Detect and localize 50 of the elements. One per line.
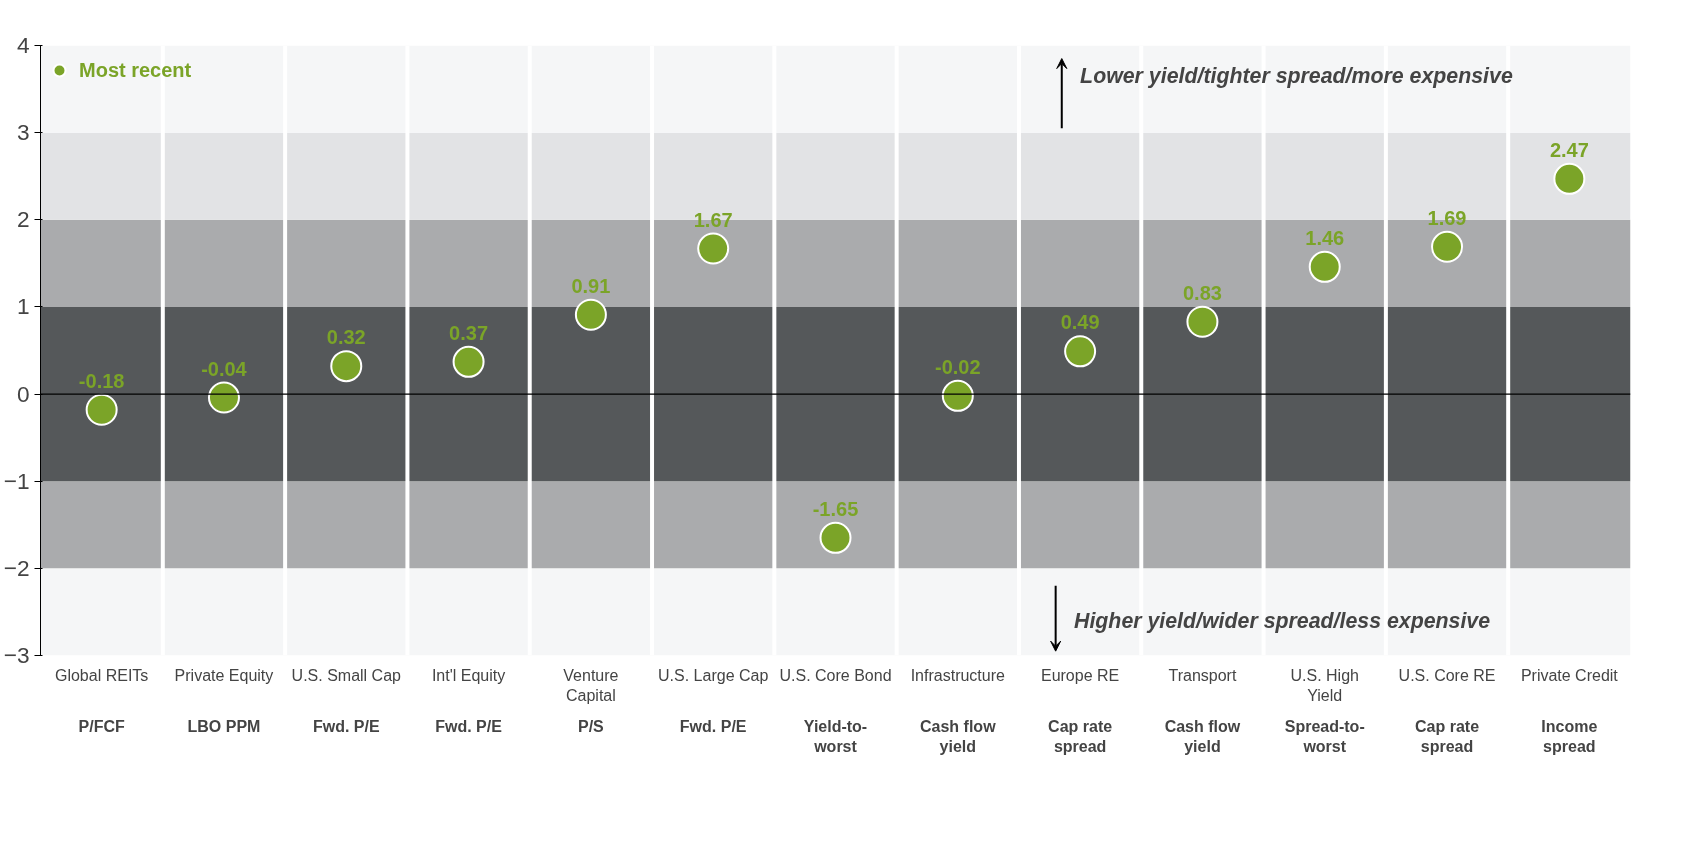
text: Yield-to-worst [803, 717, 868, 755]
text: P/FCF [78, 717, 125, 735]
text: Cap rate spread [1415, 717, 1480, 755]
annotation: Lower yield/tighter spread/more expensive [1080, 64, 1513, 88]
data-label: -1.65 [812, 497, 859, 520]
data-label: -0.04 [201, 357, 248, 380]
y-tick-label: 2 [16, 206, 30, 233]
data-label: 1.46 [1305, 226, 1345, 249]
x-tick-label: Global REITs [54, 666, 149, 684]
text: Income spread [1541, 717, 1598, 755]
text: Cash flow yield [920, 717, 997, 755]
text: Fwd. P/E [312, 717, 380, 735]
data-label: 0.32 [326, 326, 366, 349]
data-label: 0.83 [1182, 281, 1222, 304]
x-tick-label: Int'l Equity [431, 666, 506, 684]
annotation: Higher yield/wider spread/less expensive [1074, 608, 1491, 633]
text: Fwd. P/E [679, 717, 747, 735]
x-tick-label: Infrastructure [910, 666, 1006, 684]
data-label: -0.02 [935, 355, 981, 378]
y-tick-label: 0 [16, 380, 30, 407]
x-tick-label: Transport [1168, 666, 1237, 684]
text: P/S [577, 717, 605, 735]
y-tick-label: 1 [16, 293, 30, 320]
data-label: 0.49 [1060, 311, 1100, 334]
y-tick-label: −1 [3, 467, 30, 494]
text: Cash flow yield [1164, 717, 1241, 755]
x-tick-label: U.S. Large Cap [658, 666, 769, 684]
legend-label: Most recent [79, 58, 192, 82]
x-tick-label: Europe RE [1040, 666, 1120, 684]
text: LBO PPM [187, 717, 261, 735]
x-tick-label: U.S. Small Cap [291, 666, 402, 684]
data-label: -0.18 [78, 369, 125, 392]
x-tick-label: U.S. High Yield [1290, 666, 1359, 704]
x-tick-label: U.S. Core RE [1398, 666, 1496, 684]
text: Cap rate spread [1048, 717, 1113, 755]
y-tick-label: 3 [16, 119, 30, 146]
data-label: 0.91 [571, 274, 611, 297]
y-tick-label: −3 [3, 642, 30, 668]
x-tick-label: U.S. Core Bond [779, 666, 892, 684]
x-tick-label: Private Credit [1520, 666, 1619, 684]
x-tick-label: Venture Capital [563, 666, 619, 704]
x-tick-label: Private Equity [174, 666, 274, 684]
text: Spread-to-worst [1284, 717, 1365, 755]
data-label: 1.69 [1427, 206, 1467, 229]
data-label: 1.67 [693, 208, 733, 231]
data-label: 0.37 [449, 321, 489, 344]
y-tick-label: 4 [16, 32, 30, 58]
data-label: 2.47 [1549, 138, 1589, 161]
text: Fwd. P/E [435, 717, 503, 735]
y-tick-label: −2 [3, 554, 30, 581]
